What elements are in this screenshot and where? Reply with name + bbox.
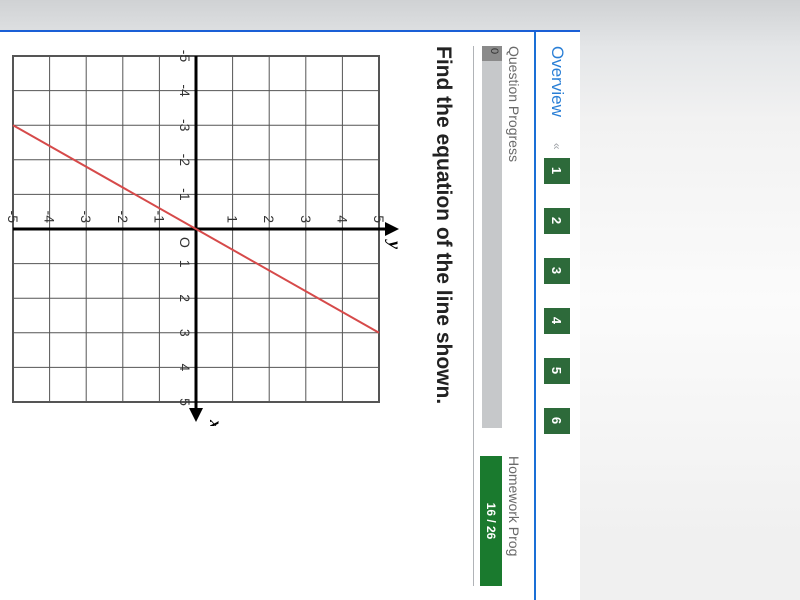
question-nav-3[interactable]: 3 — [544, 258, 570, 284]
question-progress-bar: 0 — [482, 46, 502, 428]
question-progress-zero: 0 — [488, 48, 500, 54]
question-prompt: Find the equation of the line shown. — [431, 46, 455, 586]
progress-row: Question Progress 0 Homework Prog 16 / 2… — [476, 32, 534, 600]
svg-text:4: 4 — [334, 215, 350, 223]
divider — [473, 46, 474, 586]
question-nav-5[interactable]: 5 — [544, 358, 570, 384]
question-nav-2[interactable]: 2 — [544, 208, 570, 234]
worksheet-page: Overview « 1 2 3 4 5 6 Question Progress… — [0, 30, 580, 600]
svg-text:1: 1 — [225, 215, 241, 223]
svg-text:5: 5 — [371, 215, 387, 223]
homework-progress-label: Homework Prog — [506, 456, 522, 586]
question-content: Find the equation of the line shown. -5 -… — [0, 32, 473, 600]
question-nav-1[interactable]: 1 — [544, 158, 570, 184]
svg-text:-3: -3 — [177, 119, 193, 132]
question-progress-label: Question Progress — [506, 46, 522, 428]
svg-text:1: 1 — [177, 260, 193, 268]
svg-text:x: x — [206, 419, 226, 426]
svg-text:y: y — [385, 239, 403, 250]
svg-text:-3: -3 — [78, 211, 94, 224]
question-nav-4[interactable]: 4 — [544, 308, 570, 334]
collapse-chevron-icon[interactable]: « — [550, 143, 564, 150]
question-nav-6[interactable]: 6 — [544, 408, 570, 434]
svg-text:5: 5 — [177, 398, 193, 406]
line-graph: -5-4-3-2-112345-5-4-3-2-112345Oxy — [3, 46, 403, 426]
homework-progress-bar: 16 / 26 — [480, 456, 502, 586]
svg-text:3: 3 — [298, 215, 314, 223]
top-nav: Overview « 1 2 3 4 5 6 — [534, 32, 580, 600]
homework-progress: Homework Prog 16 / 26 — [480, 456, 522, 586]
question-progress: Question Progress 0 — [482, 46, 522, 428]
question-number-bar: 1 2 3 4 5 6 — [544, 158, 570, 434]
svg-text:-1: -1 — [177, 188, 193, 201]
svg-text:-5: -5 — [177, 50, 193, 63]
svg-text:-4: -4 — [42, 211, 58, 224]
chart-container: -5-4-3-2-112345-5-4-3-2-112345Oxy — [3, 46, 403, 586]
svg-text:-5: -5 — [5, 211, 21, 224]
svg-text:2: 2 — [177, 294, 193, 302]
svg-text:-4: -4 — [177, 84, 193, 97]
svg-text:-2: -2 — [115, 211, 131, 224]
svg-text:-2: -2 — [177, 154, 193, 167]
svg-text:4: 4 — [177, 364, 193, 372]
overview-link[interactable]: Overview — [547, 46, 567, 117]
svg-text:O: O — [177, 237, 193, 248]
svg-text:2: 2 — [261, 215, 277, 223]
svg-text:3: 3 — [177, 329, 193, 337]
